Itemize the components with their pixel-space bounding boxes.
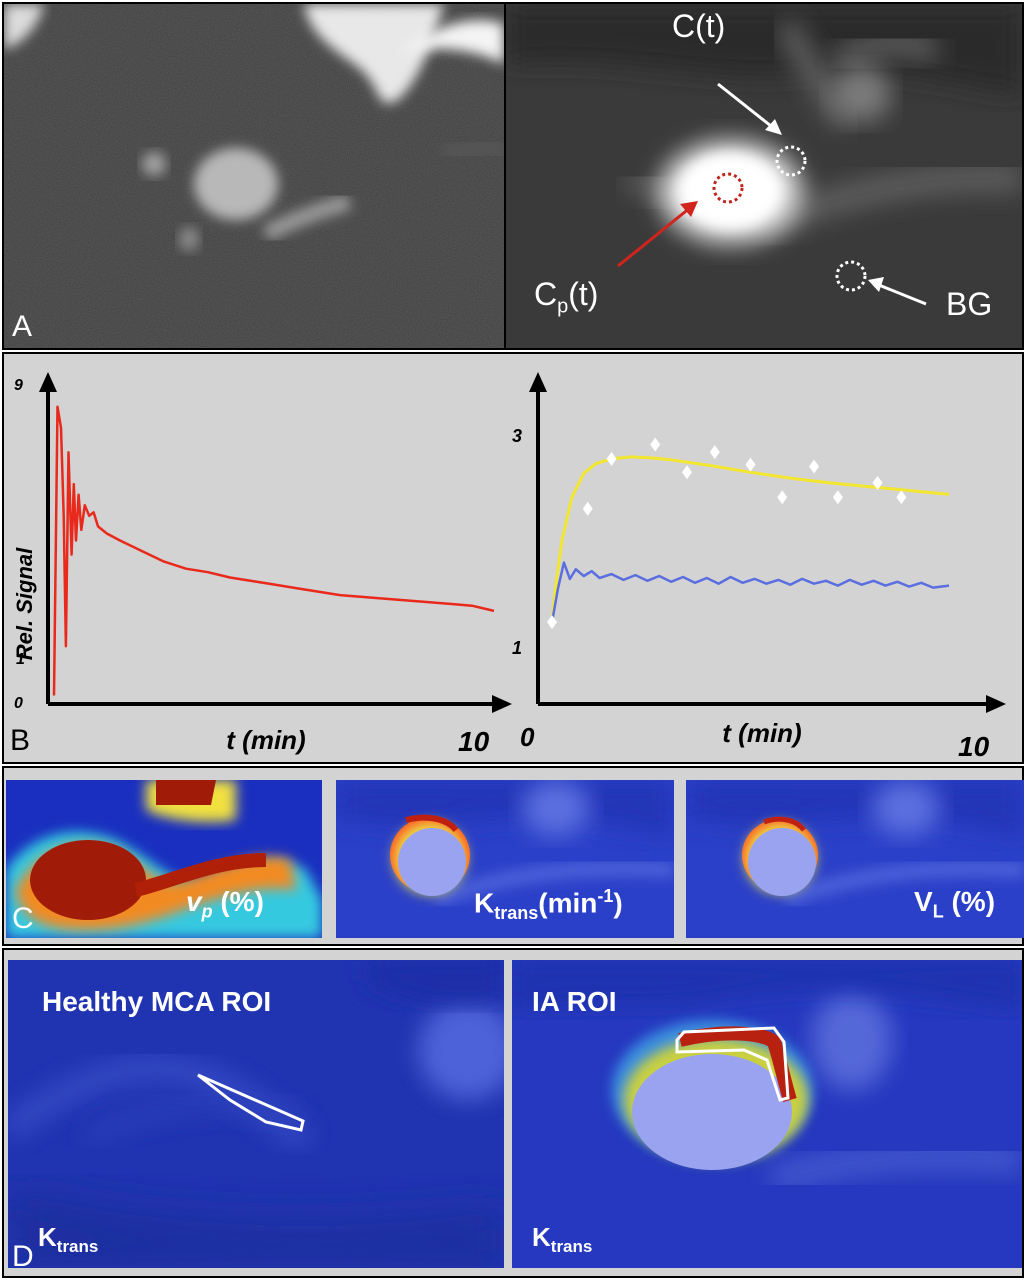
ktrans-right-main: K	[532, 1222, 551, 1252]
healthy-roi-title: Healthy MCA ROI	[42, 986, 272, 1017]
chart2-series1-line	[550, 455, 950, 623]
panel-b-charts: Rel. Signal 9 1 0 t (min) 10 3 1 0 t (mi…	[12, 372, 1006, 762]
chart1-ylabel: Rel. Signal	[12, 547, 37, 660]
chart2-series3-point-4	[650, 437, 661, 452]
ktrans-label-main: K	[474, 887, 495, 919]
ia-roi-title: IA ROI	[532, 986, 617, 1017]
chart2-ytick-3: 3	[512, 426, 522, 446]
chart1-series1-line	[52, 405, 495, 696]
chart2-series3-point-8	[777, 490, 788, 505]
chart2-series3-point-1	[547, 615, 557, 630]
bg-label: BG	[946, 286, 993, 322]
chart2-series2-line	[550, 561, 950, 623]
panel-letter-a: A	[12, 310, 33, 343]
chart2-series3-point-7	[745, 457, 756, 472]
vl-label: VL (%)	[914, 886, 995, 923]
ktrans-label-sub: trans	[494, 902, 539, 923]
vl-label-tail: (%)	[943, 886, 996, 917]
ktrans-right-sub: trans	[550, 1237, 593, 1257]
panel-d: Healthy MCA ROI IA ROI Ktrans Ktrans D	[2, 948, 1024, 1278]
ktrans-left-main: K	[38, 1222, 57, 1252]
chart2-series3-point-12	[896, 490, 907, 505]
ktrans-left-sub: trans	[56, 1237, 99, 1257]
chart2-xtick-10: 10	[958, 731, 990, 762]
panel-letter-b: B	[10, 724, 31, 757]
chart1-xlabel: t (min)	[226, 725, 305, 755]
panel-a: A C(t) Cp(t) BG	[2, 2, 1024, 350]
chart2-series3-point-3	[606, 451, 617, 466]
chart2-series3-point-2	[582, 501, 593, 516]
ct-roi-circle	[775, 145, 807, 177]
vp-label-sub: p	[201, 901, 213, 922]
chart1-ytick-1: 1	[16, 651, 25, 668]
ct-image-left	[4, 4, 504, 348]
ktrans-label-right: Ktrans	[532, 1222, 592, 1257]
vl-label-sub: L	[932, 901, 944, 922]
cp-label-sub: p	[557, 295, 569, 318]
healthy-roi-outline	[197, 1073, 305, 1132]
ktrans-label-tail: (min	[538, 887, 598, 919]
chart2-series3-point-10	[832, 490, 843, 505]
mr-image-right	[506, 4, 1022, 348]
ktrans-label: Ktrans(min-1)	[474, 886, 623, 924]
divider	[504, 4, 506, 348]
cp-roi-circle	[712, 172, 744, 204]
vp-label-main: v	[186, 886, 202, 917]
panel-letter-c: C	[12, 902, 34, 935]
chart2-series3-point-9	[809, 459, 820, 474]
panel-b: Rel. Signal 9 1 0 t (min) 10 3 1 0 t (mi…	[2, 352, 1024, 764]
chart2-xtick-0: 0	[520, 722, 535, 752]
ktrans-label-sup: -1	[597, 886, 614, 906]
chart1-ytick-9: 9	[14, 377, 23, 394]
ktrans-label-left: Ktrans	[38, 1222, 98, 1257]
panel-letter-d: D	[12, 1240, 34, 1273]
healthy-mca-map	[8, 960, 504, 1268]
ia-roi-outline	[675, 1026, 790, 1102]
bg-roi-circle	[835, 260, 867, 292]
vp-map	[6, 780, 322, 938]
chart1-ytick-0: 0	[14, 695, 23, 712]
vl-label-main: V	[914, 886, 933, 917]
ct-label: C(t)	[672, 8, 726, 44]
cp-label-tail: (t)	[568, 276, 599, 312]
vl-map	[686, 780, 1024, 938]
chart2-series3-point-11	[872, 475, 883, 490]
ktrans-label-close: )	[613, 887, 623, 919]
chart2-series3-point-5	[681, 465, 692, 480]
cp-label: Cp(t)	[534, 276, 598, 318]
chart2-ytick-1: 1	[512, 638, 522, 658]
vp-label: vp (%)	[186, 886, 264, 923]
chart2-series3-point-6	[709, 445, 720, 460]
panel-c: vp (%) Ktrans(min-1) VL (%) C	[2, 766, 1024, 946]
chart1-xtick-10: 10	[458, 726, 490, 757]
cp-label-main: C	[534, 276, 558, 312]
ia-roi-map	[512, 960, 1022, 1268]
chart2-xlabel: t (min)	[722, 718, 801, 748]
ktrans-map	[336, 780, 674, 938]
vp-label-tail: (%)	[212, 886, 264, 917]
